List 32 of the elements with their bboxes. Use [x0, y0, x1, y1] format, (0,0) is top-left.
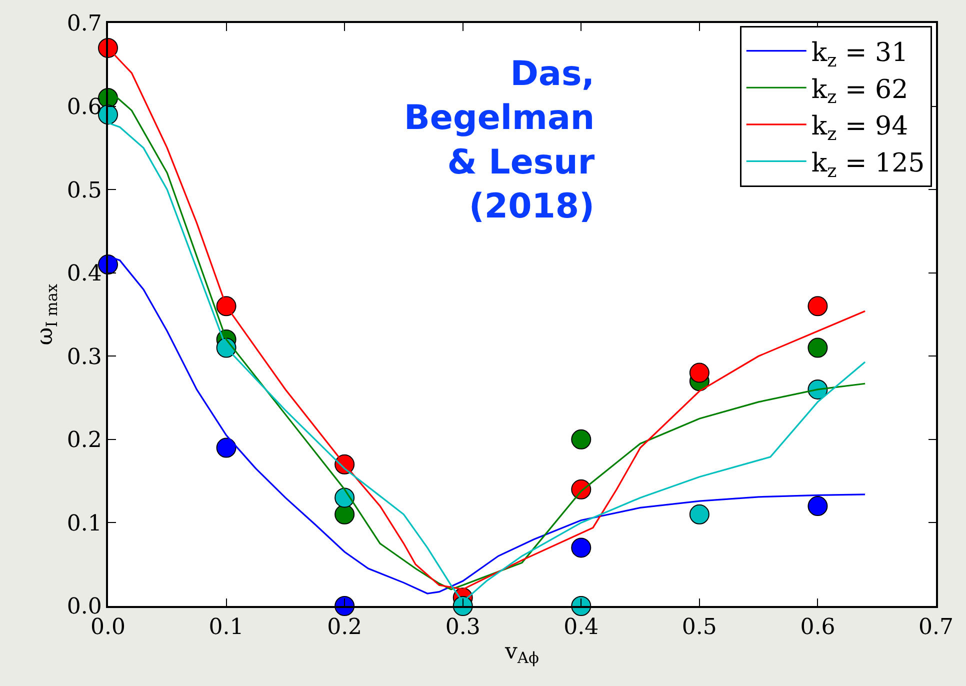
y-tick-label: 0.6: [66, 94, 102, 120]
x-tick-label: 0.7: [918, 615, 954, 640]
point: [571, 538, 592, 558]
y-tick-label: 0.5: [66, 178, 102, 204]
point: [334, 504, 355, 524]
x-tick-label: 0.2: [327, 615, 362, 640]
x-tick-label: 0.6: [800, 615, 836, 640]
point: [216, 296, 236, 316]
x-tick-label: 0.3: [445, 615, 480, 640]
legend-label: k$_{z}$ = 62: [811, 74, 908, 108]
x-tick-label: 0.0: [90, 615, 126, 640]
point: [689, 504, 710, 524]
legend-label: k$_{z}$ = 31: [811, 38, 908, 72]
point: [808, 338, 828, 358]
legend-label: k$_{z}$ = 94: [811, 112, 908, 146]
x-tick-label: 0.1: [208, 615, 244, 640]
annotation: Das, Begelman & Lesur (2018): [404, 54, 595, 227]
legend-label: k$_{z}$ = 125: [811, 148, 925, 182]
y-tick-label: 0.4: [66, 262, 102, 287]
x-axis-title: v$_{Aϕ}$: [504, 640, 540, 668]
point: [689, 362, 710, 383]
point: [808, 496, 828, 516]
y-tick-label: 0.1: [66, 511, 102, 536]
y-tick-label: 0.7: [66, 12, 102, 37]
x-tick-label: 0.4: [564, 615, 599, 640]
point: [334, 488, 355, 508]
y-tick-label: 0.2: [66, 428, 102, 454]
y-tick-label: 0.3: [66, 344, 102, 370]
point: [216, 438, 236, 458]
point: [571, 429, 592, 450]
point: [808, 296, 828, 316]
x-tick-label: 0.5: [682, 615, 717, 640]
